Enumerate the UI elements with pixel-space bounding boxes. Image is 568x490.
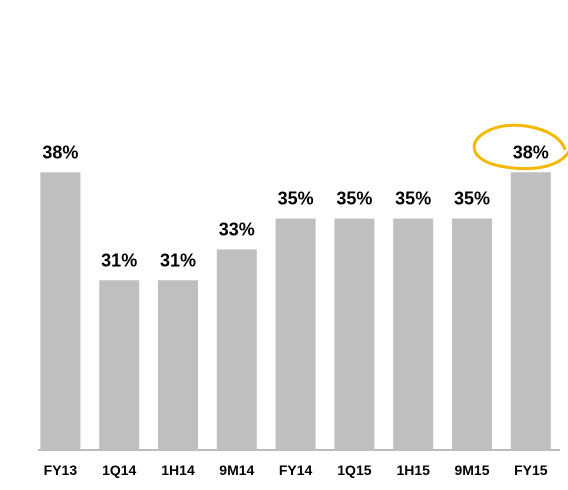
bar [510,172,551,450]
bar [99,280,140,450]
bar [334,218,375,450]
x-tick-label: FY13 [44,462,78,478]
bar [393,218,434,450]
x-tick-label: 1Q15 [337,462,371,478]
value-label: 35% [395,189,431,209]
highlight-ellipse [472,123,568,171]
value-label: 35% [454,189,490,209]
bar [452,218,492,450]
bar [275,218,316,450]
value-label: 33% [219,219,255,239]
value-label: 31% [160,250,196,270]
x-tick-label: FY14 [279,462,313,478]
x-tick-label: 1H15 [396,462,430,478]
x-tick-label: FY15 [514,462,548,478]
value-label: 31% [101,250,137,270]
bar [158,280,198,450]
value-label: 38% [42,142,78,162]
x-tick-label: 1Q14 [102,462,136,478]
x-tick-label: 9M15 [454,462,489,478]
bar [216,249,257,450]
x-tick-label: 9M14 [219,462,254,478]
value-label: 35% [336,189,372,209]
bar [40,172,81,450]
value-label: 35% [278,189,314,209]
value-label: 38% [513,142,549,162]
x-tick-label: 1H14 [161,462,195,478]
